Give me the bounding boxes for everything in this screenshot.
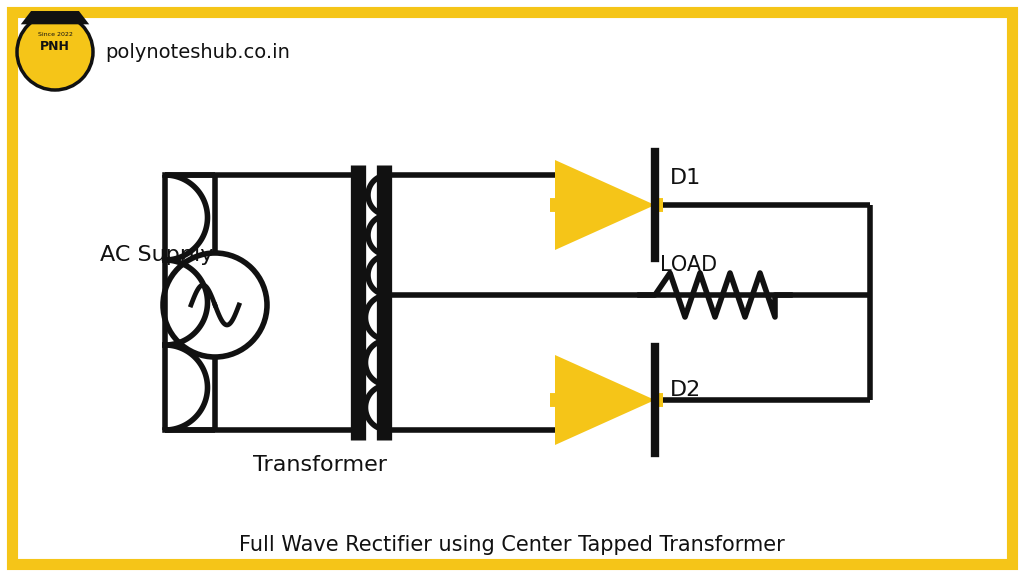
Text: D1: D1 — [670, 168, 701, 188]
Text: Since 2022: Since 2022 — [38, 32, 73, 37]
Text: D2: D2 — [670, 380, 701, 400]
Text: PNH: PNH — [40, 40, 70, 54]
Polygon shape — [555, 355, 655, 445]
Text: polynoteshub.co.in: polynoteshub.co.in — [105, 43, 290, 62]
Circle shape — [17, 14, 93, 90]
Polygon shape — [20, 11, 89, 24]
Text: AC Supply: AC Supply — [100, 245, 213, 265]
Text: Transformer: Transformer — [253, 455, 387, 475]
Text: Full Wave Rectifier using Center Tapped Transformer: Full Wave Rectifier using Center Tapped … — [240, 535, 784, 555]
Polygon shape — [555, 160, 655, 250]
Text: LOAD: LOAD — [660, 255, 717, 275]
